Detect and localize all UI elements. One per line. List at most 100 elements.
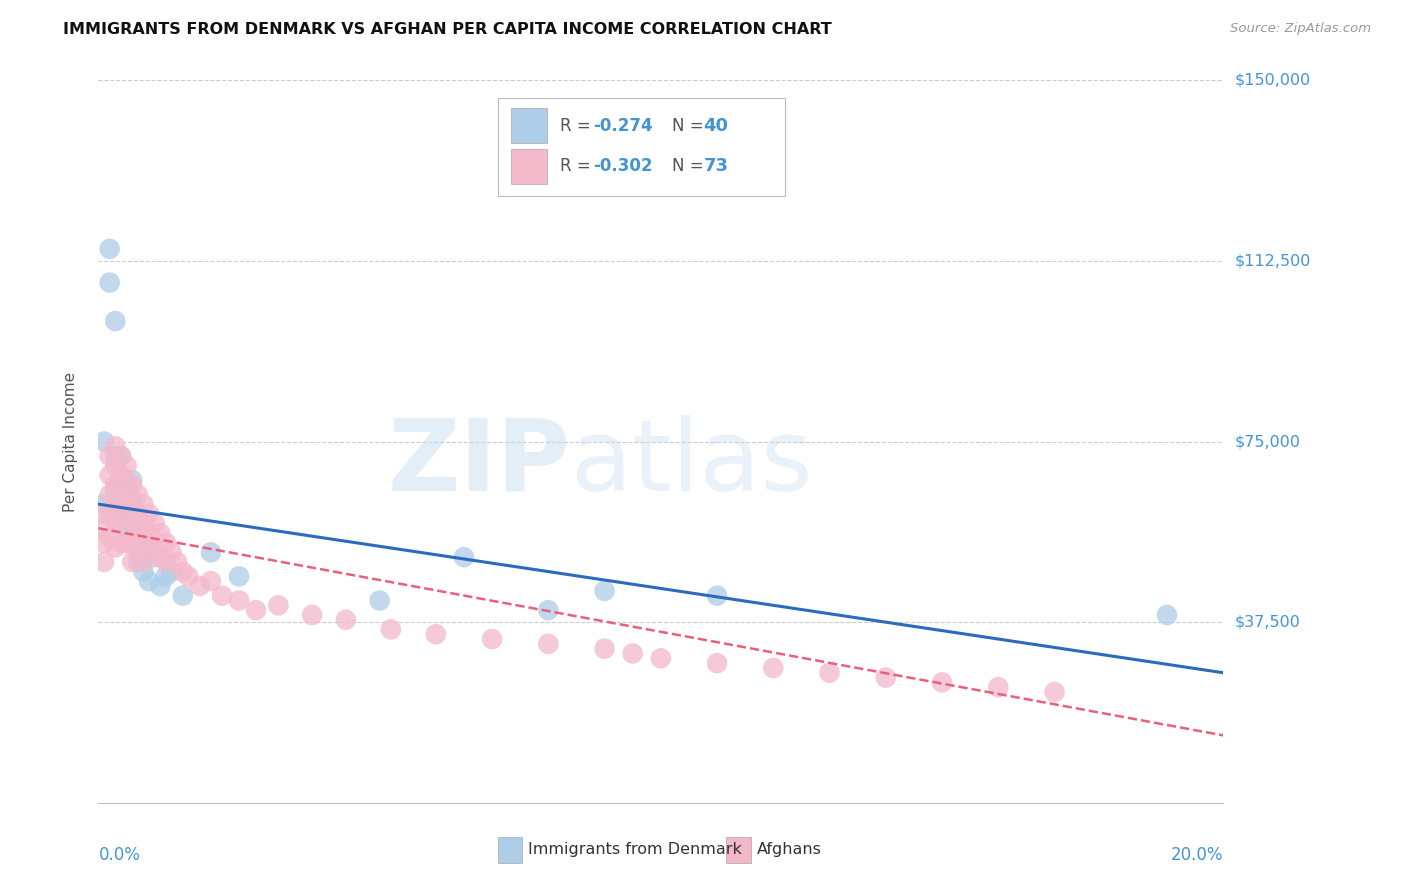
Point (98, 242, 121, 256)
Point (143, 550, 166, 565)
Text: Afghans: Afghans (756, 842, 821, 857)
Text: Source: ZipAtlas.com: Source: ZipAtlas.com (1230, 22, 1371, 36)
Point (121, 478, 143, 492)
Point (593, 641, 616, 656)
Point (93, 434, 115, 449)
Point (143, 541, 166, 555)
Point (115, 458, 138, 473)
Point (110, 511, 132, 525)
Point (127, 526, 149, 541)
Point (115, 535, 138, 549)
Point (1156, 607, 1178, 622)
Point (267, 599, 290, 613)
Point (211, 589, 233, 603)
Point (104, 314, 127, 328)
Point (132, 516, 155, 531)
Point (228, 569, 250, 583)
Point (115, 535, 138, 549)
Point (132, 555, 155, 569)
Point (138, 526, 160, 541)
Point (110, 473, 132, 487)
Point (132, 565, 155, 579)
Point (104, 541, 127, 555)
Text: $37,500: $37,500 (1234, 615, 1301, 630)
Point (110, 449, 132, 463)
Point (1043, 685, 1066, 699)
Point (93, 497, 115, 511)
Point (127, 487, 149, 501)
Point (149, 526, 172, 541)
Point (200, 574, 222, 589)
Text: R =: R = (560, 157, 596, 175)
Point (138, 541, 160, 555)
Text: 20.0%: 20.0% (1171, 847, 1223, 864)
Point (138, 574, 160, 589)
Text: -0.274: -0.274 (593, 117, 652, 135)
FancyBboxPatch shape (498, 98, 785, 196)
Bar (725, 838, 751, 863)
Point (818, 665, 841, 680)
Point (104, 516, 127, 531)
Point (149, 579, 172, 593)
Point (115, 478, 138, 492)
Point (143, 516, 166, 531)
Text: Per Capita Income: Per Capita Income (63, 371, 77, 512)
Point (121, 492, 143, 507)
Point (166, 555, 188, 569)
Point (121, 516, 143, 531)
Point (104, 449, 127, 463)
Point (115, 473, 138, 487)
Point (228, 593, 250, 607)
Point (104, 478, 127, 492)
Point (537, 637, 560, 651)
Point (127, 545, 149, 559)
Point (335, 613, 357, 627)
Point (650, 651, 672, 665)
Point (132, 497, 155, 511)
Point (537, 603, 560, 617)
Bar (512, 149, 547, 184)
Point (200, 545, 222, 559)
Point (98, 449, 121, 463)
Point (132, 521, 155, 535)
Point (155, 569, 177, 583)
Point (98, 468, 121, 483)
Point (380, 623, 402, 637)
Text: IMMIGRANTS FROM DENMARK VS AFGHAN PER CAPITA INCOME CORRELATION CHART: IMMIGRANTS FROM DENMARK VS AFGHAN PER CA… (63, 22, 832, 37)
Point (104, 458, 127, 473)
Point (425, 627, 447, 641)
Point (110, 535, 132, 549)
Point (177, 569, 200, 583)
Point (127, 526, 149, 541)
Point (115, 497, 138, 511)
Point (621, 647, 644, 661)
Point (453, 550, 475, 565)
Point (98, 531, 121, 545)
Point (104, 497, 127, 511)
Text: ZIP: ZIP (388, 415, 571, 512)
Point (931, 675, 953, 690)
Point (121, 555, 143, 569)
Point (121, 497, 143, 511)
Point (172, 565, 194, 579)
Point (127, 555, 149, 569)
Point (104, 483, 127, 497)
Point (127, 507, 149, 521)
Point (132, 545, 155, 559)
Point (110, 516, 132, 531)
Point (98, 276, 121, 290)
Point (762, 661, 785, 675)
Point (155, 535, 177, 549)
Point (149, 550, 172, 565)
Point (110, 492, 132, 507)
Point (127, 541, 149, 555)
Text: Immigrants from Denmark: Immigrants from Denmark (529, 842, 742, 857)
Bar (512, 109, 547, 143)
Point (987, 680, 1010, 694)
Point (138, 545, 160, 559)
Point (593, 583, 616, 598)
Point (110, 468, 132, 483)
Point (481, 632, 503, 646)
Point (110, 449, 132, 463)
Text: 73: 73 (703, 157, 728, 175)
